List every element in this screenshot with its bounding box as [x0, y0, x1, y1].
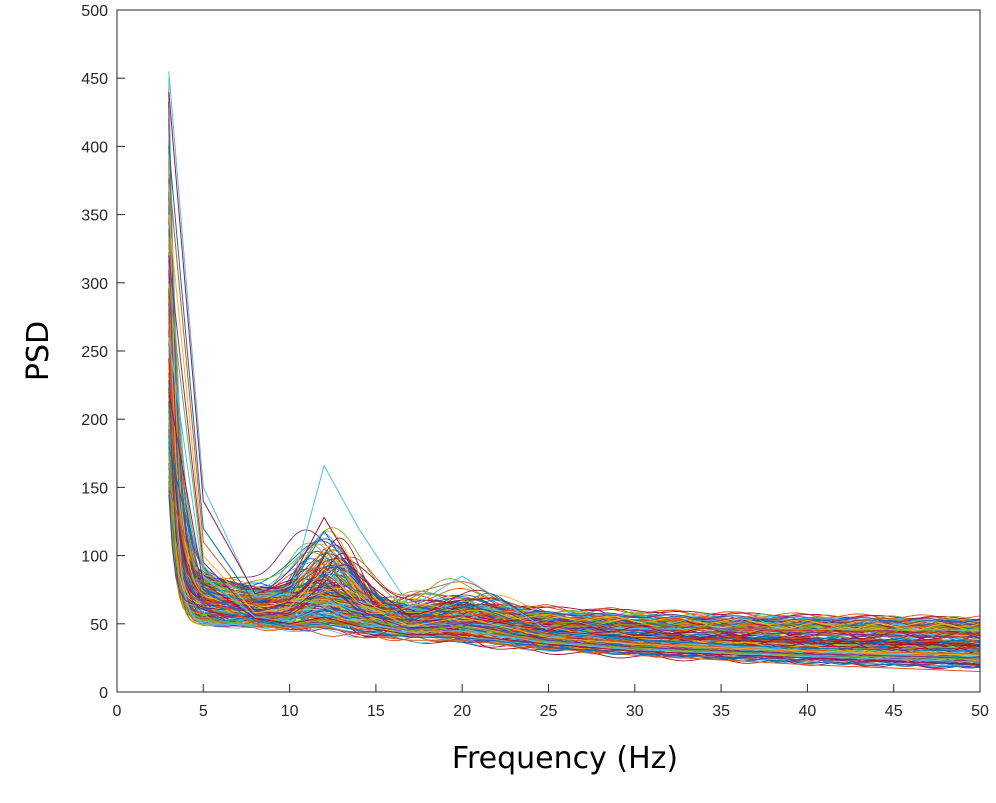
y-tick-label: 300 — [81, 276, 108, 293]
plot-area — [117, 10, 980, 692]
psd-series-line-sample — [168, 214, 980, 656]
y-tick-label: 350 — [81, 208, 108, 225]
x-tick-label: 10 — [281, 703, 299, 720]
x-tick-label: 35 — [712, 703, 730, 720]
psd-series-line — [168, 358, 980, 640]
psd-series-line — [168, 481, 980, 669]
psd-series-line — [168, 487, 980, 638]
psd-series-line-sample — [168, 91, 980, 647]
y-tick-label: 100 — [81, 549, 108, 566]
y-tick-label: 200 — [81, 412, 108, 429]
psd-series-line-sample — [168, 282, 980, 660]
x-tick-label: 20 — [453, 703, 471, 720]
x-tick-label: 50 — [971, 703, 989, 720]
psd-series-line — [168, 321, 980, 635]
y-tick-label: 250 — [81, 344, 108, 361]
y-tick-label: 500 — [81, 3, 108, 20]
psd-series-line-sample — [168, 173, 980, 655]
psd-series-line — [168, 154, 980, 628]
psd-series-line — [168, 104, 980, 633]
psd-series-line-sample — [168, 255, 980, 659]
y-axis-title: PSD — [21, 321, 56, 381]
x-tick-label: 15 — [367, 703, 385, 720]
x-tick-label: 45 — [885, 703, 903, 720]
psd-series-line-sample — [168, 487, 980, 672]
x-axis-ticks: 0 5 10 15 20 25 30 35 40 45 50 — [113, 684, 989, 720]
psd-series-line-sample — [168, 446, 980, 668]
psd-series-line — [168, 197, 980, 650]
x-tick-label: 25 — [540, 703, 558, 720]
y-tick-label: 150 — [81, 480, 108, 497]
psd-series-line — [168, 229, 980, 623]
y-tick-label: 50 — [90, 617, 108, 634]
psd-series-line-sample — [168, 146, 980, 652]
x-tick-label: 40 — [799, 703, 817, 720]
y-axis-ticks: 0 50 100 150 200 250 300 350 400 450 500 — [81, 3, 125, 702]
series-lines — [168, 71, 980, 672]
y-tick-label: 400 — [81, 139, 108, 156]
x-tick-label: 30 — [626, 703, 644, 720]
y-tick-label: 0 — [99, 685, 108, 702]
x-axis-title: Frequency (Hz) — [452, 741, 678, 776]
psd-series-line-sample — [168, 391, 980, 666]
y-tick-label: 450 — [81, 71, 108, 88]
psd-series-line-sample — [168, 337, 980, 663]
x-tick-label: 5 — [199, 703, 208, 720]
x-tick-label: 0 — [113, 703, 122, 720]
psd-series-line — [168, 477, 980, 643]
